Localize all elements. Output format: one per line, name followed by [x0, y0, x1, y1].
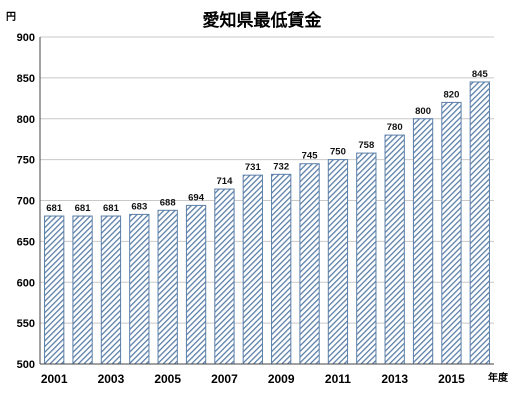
- y-tick-label: 600: [17, 277, 35, 289]
- data-label-2014: 800: [415, 106, 431, 117]
- bar-2012: [356, 152, 377, 365]
- bar-2006: [185, 204, 207, 365]
- data-label-2004: 683: [131, 201, 147, 212]
- data-label-2012: 758: [358, 140, 374, 151]
- x-tick-label: 2015: [438, 372, 465, 386]
- x-tick-label: 2009: [268, 372, 295, 386]
- x-tick-label: 2001: [41, 372, 68, 386]
- bar-2009: [271, 173, 292, 365]
- y-tick-label: 700: [17, 196, 35, 208]
- x-axis-unit: 年度: [488, 371, 509, 384]
- bar-2003: [100, 215, 122, 365]
- data-label-2002: 681: [75, 203, 92, 214]
- bar-2004: [129, 213, 150, 365]
- y-axis-unit: 円: [6, 11, 16, 23]
- data-label-2008: 731: [245, 162, 262, 173]
- y-tick-label: 850: [17, 73, 35, 85]
- bar-2002: [72, 215, 93, 365]
- x-tick-label: 2013: [381, 372, 408, 386]
- data-label-2011: 750: [330, 147, 346, 158]
- bar-2013: [384, 134, 405, 365]
- y-tick-label: 650: [17, 236, 35, 248]
- label-layer: 681 681 681 683 688 694 714 731 732 745 750 758 780 8…: [46, 69, 488, 214]
- x-tick-label: 2005: [154, 372, 181, 386]
- x-tick-label: 2011: [325, 372, 351, 386]
- bar-2014: [412, 118, 434, 365]
- x-tick-label: 2007: [211, 372, 238, 386]
- bar-layer: [44, 81, 490, 365]
- data-label-2015: 820: [444, 89, 460, 100]
- data-label-2016: 845: [472, 69, 489, 80]
- y-tick-label: 800: [17, 114, 35, 126]
- bar-2001: [44, 215, 65, 365]
- data-label-2007: 714: [217, 176, 234, 187]
- data-label-2003: 681: [103, 203, 120, 214]
- bar-2015: [441, 101, 462, 365]
- data-label-2006: 694: [188, 192, 205, 203]
- bar-2008: [242, 174, 263, 365]
- data-label-2009: 732: [273, 161, 289, 172]
- data-label-2001: 681: [46, 203, 63, 214]
- y-tick-label: 750: [17, 155, 35, 167]
- bar-2016: [469, 81, 490, 365]
- y-tick-label: 550: [17, 318, 35, 330]
- bar-2007: [214, 188, 235, 365]
- y-tick-label: 500: [17, 359, 35, 371]
- y-tick-label: 900: [17, 32, 35, 44]
- bar-2011: [327, 159, 349, 365]
- bar-2010: [299, 163, 320, 365]
- x-tick-label: 2003: [98, 372, 125, 386]
- data-label-2005: 688: [160, 197, 176, 208]
- bar-2005: [157, 209, 178, 365]
- axis-layer: 500 550 600 650 700 750 800 850 900 2001 2003 2005 2…: [17, 32, 494, 386]
- chart-title: 愛知県最低賃金: [203, 10, 323, 31]
- data-label-2013: 780: [387, 122, 403, 133]
- data-label-2010: 745: [302, 151, 319, 162]
